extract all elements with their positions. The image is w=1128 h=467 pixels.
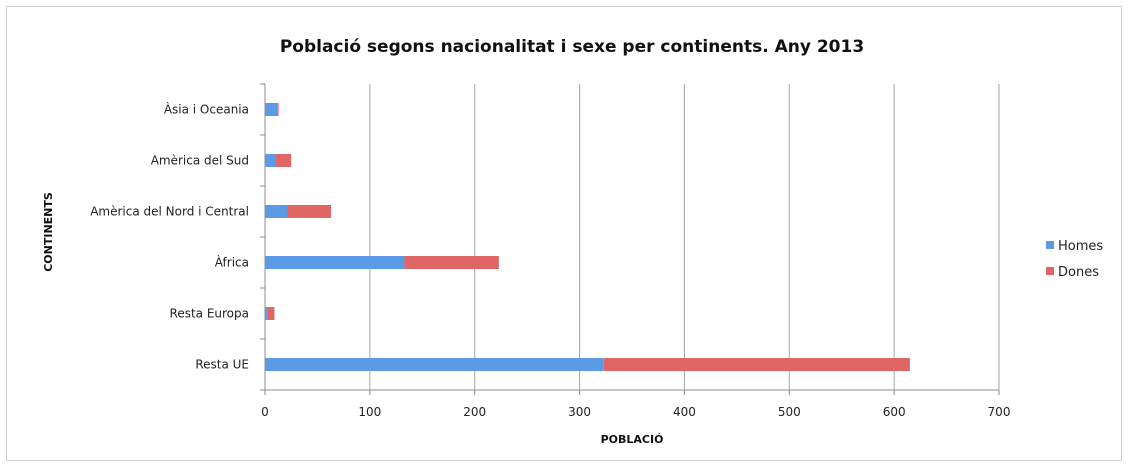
bar-homes: [265, 103, 278, 116]
legend: Homes Dones: [1046, 239, 1103, 280]
bar-homes: [265, 307, 268, 320]
y-axis-title: CONTINENTS: [42, 192, 55, 272]
x-axis-title: POBLACIÓ: [601, 433, 664, 446]
bar-homes: [265, 154, 276, 167]
category-label: Àfrica: [215, 255, 249, 270]
x-tick-label: 700: [988, 405, 1011, 419]
bar-dones: [277, 103, 279, 116]
axis-layer: 0 100 200 300 400 500 600 700 Resta UE Resta Euro…: [90, 83, 1011, 419]
bar-homes: [265, 256, 405, 269]
bar-dones: [287, 205, 332, 218]
bar-dones: [603, 358, 910, 371]
category-label: Resta Europa: [170, 307, 249, 321]
x-tick-label: 400: [673, 405, 696, 419]
legend-swatch-homes: [1046, 241, 1054, 249]
legend-label-dones: Dones: [1058, 265, 1099, 280]
category-label: Resta UE: [195, 358, 249, 372]
grid-layer: [369, 84, 1000, 390]
chart-frame: [6, 6, 1122, 461]
category-label: Amèrica del Nord i Central: [90, 205, 249, 219]
legend-label-homes: Homes: [1058, 239, 1103, 254]
category-label: Amèrica del Sud: [151, 154, 249, 168]
x-tick-label: 200: [463, 405, 486, 419]
bar-dones: [404, 256, 499, 269]
x-tick-label: 0: [261, 405, 269, 419]
x-tick-label: 500: [778, 405, 801, 419]
bar-dones: [267, 307, 275, 320]
bar-homes: [265, 205, 288, 218]
x-tick-label: 300: [568, 405, 591, 419]
x-tick-label: 100: [358, 405, 381, 419]
bars-layer: [265, 103, 910, 371]
bar-homes: [265, 358, 604, 371]
bar-dones: [275, 154, 292, 167]
x-tick-label: 600: [883, 405, 906, 419]
legend-swatch-dones: [1046, 267, 1054, 275]
chart-title: Població segons nacionalitat i sexe per …: [280, 37, 864, 57]
category-label: Àsia i Oceania: [164, 102, 249, 117]
